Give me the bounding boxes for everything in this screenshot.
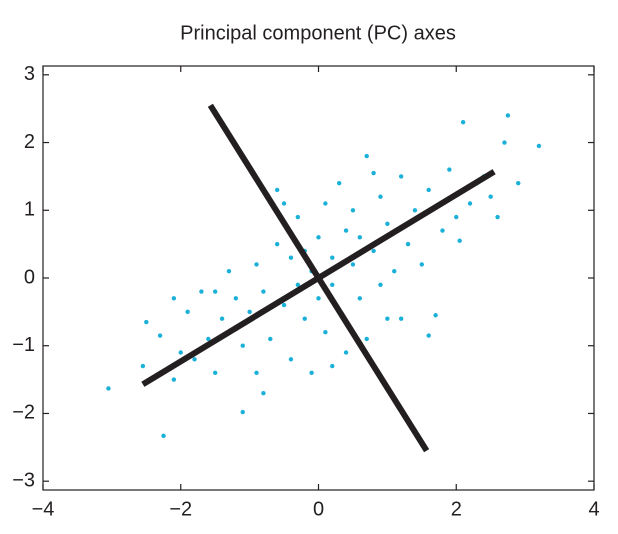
point [405, 241, 411, 247]
point [233, 296, 239, 301]
point [330, 363, 335, 369]
point [330, 282, 335, 287]
point [274, 241, 280, 247]
point [316, 235, 321, 240]
point [309, 370, 314, 376]
point [378, 194, 383, 199]
point [495, 214, 500, 220]
point [302, 316, 307, 321]
point [502, 140, 507, 145]
point [357, 235, 363, 240]
point [371, 170, 376, 176]
point [261, 390, 266, 396]
point [106, 386, 111, 391]
point [178, 350, 183, 355]
point [185, 309, 190, 315]
point [419, 262, 425, 267]
y-tick-label: 3 [24, 63, 35, 85]
point [157, 333, 163, 338]
point [350, 208, 356, 213]
point [447, 167, 452, 172]
point [212, 289, 218, 294]
point [274, 187, 280, 193]
point [357, 296, 363, 301]
point [295, 214, 301, 220]
pc-axis [207, 103, 430, 453]
point [505, 113, 511, 118]
y-tick-label: −3 [12, 469, 35, 491]
point [240, 343, 245, 348]
point [385, 316, 390, 321]
point [364, 336, 369, 342]
point [536, 143, 542, 149]
point [144, 319, 149, 325]
point [323, 329, 328, 335]
point [171, 296, 177, 301]
point [226, 269, 232, 274]
point [219, 316, 225, 321]
point [281, 302, 287, 308]
point [398, 174, 404, 179]
point [412, 208, 418, 213]
point [460, 120, 466, 125]
point [454, 214, 459, 220]
point [192, 357, 197, 362]
point [261, 289, 266, 294]
y-tick-label: 2 [24, 131, 35, 153]
point [171, 377, 177, 382]
point [199, 289, 204, 294]
point [212, 370, 218, 376]
point [288, 255, 294, 260]
point [330, 255, 335, 260]
point [371, 248, 376, 254]
chart-title: Principal component (PC) axes [180, 22, 456, 44]
point [364, 153, 369, 159]
x-tick-label: 0 [313, 498, 324, 520]
point [378, 282, 383, 287]
point [254, 370, 259, 376]
point [488, 194, 493, 199]
point [433, 313, 438, 318]
x-tick-label: 4 [588, 498, 599, 520]
point [240, 409, 245, 415]
point [254, 262, 259, 267]
point [398, 316, 404, 321]
point [467, 201, 473, 206]
point [440, 228, 445, 233]
point [343, 350, 349, 355]
point [206, 336, 211, 342]
point [316, 296, 321, 301]
point [392, 269, 397, 274]
y-tick-label: 0 [24, 266, 35, 288]
y-tick-label: −1 [12, 334, 35, 356]
point [350, 262, 356, 267]
y-tick-label: −2 [12, 402, 35, 424]
point [457, 238, 462, 243]
point [516, 180, 521, 186]
point [140, 363, 146, 369]
point [426, 187, 431, 193]
point [268, 336, 273, 342]
point [247, 309, 252, 315]
point [323, 201, 328, 206]
x-tick-label: −2 [169, 498, 192, 520]
point [336, 180, 342, 186]
y-tick-label: 1 [24, 199, 35, 221]
point [288, 357, 294, 362]
x-tick-label: −4 [32, 498, 55, 520]
point [295, 282, 301, 287]
point [385, 221, 390, 227]
point [281, 201, 287, 206]
point [343, 228, 349, 233]
point [426, 333, 431, 338]
point [161, 433, 166, 439]
x-tick-label: 2 [451, 498, 462, 520]
